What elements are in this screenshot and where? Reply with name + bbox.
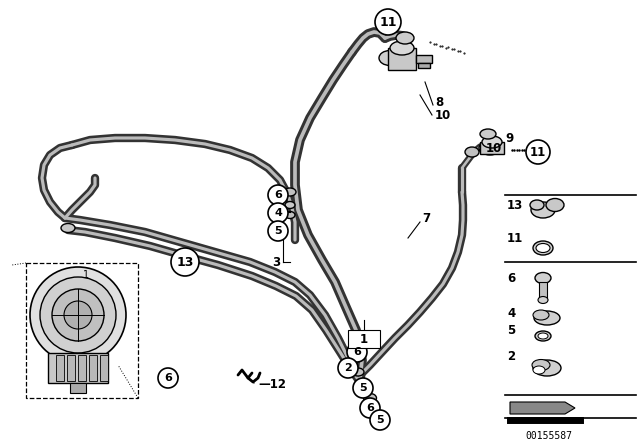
Text: 10: 10 bbox=[435, 108, 451, 121]
Text: 6: 6 bbox=[507, 271, 515, 284]
Circle shape bbox=[353, 378, 373, 398]
Ellipse shape bbox=[480, 129, 496, 139]
Text: 9: 9 bbox=[506, 132, 514, 145]
Ellipse shape bbox=[533, 241, 553, 255]
Text: —12: —12 bbox=[258, 378, 286, 391]
Bar bbox=[70, 383, 86, 393]
Bar bbox=[67, 355, 75, 381]
Ellipse shape bbox=[364, 393, 376, 402]
Text: 13: 13 bbox=[507, 198, 524, 211]
Bar bbox=[539, 282, 547, 300]
Text: 2: 2 bbox=[344, 363, 352, 373]
Ellipse shape bbox=[390, 41, 414, 55]
Ellipse shape bbox=[535, 272, 551, 284]
Circle shape bbox=[64, 301, 92, 329]
Text: 2: 2 bbox=[507, 349, 515, 362]
Circle shape bbox=[268, 221, 288, 241]
Bar bbox=[388, 48, 416, 70]
Text: 3: 3 bbox=[272, 255, 280, 268]
Ellipse shape bbox=[532, 359, 550, 370]
Ellipse shape bbox=[61, 224, 75, 233]
Polygon shape bbox=[510, 402, 575, 414]
Circle shape bbox=[158, 368, 178, 388]
Bar bbox=[348, 330, 380, 348]
Ellipse shape bbox=[396, 32, 414, 44]
Ellipse shape bbox=[284, 188, 296, 196]
Bar bbox=[89, 355, 97, 381]
Text: 7: 7 bbox=[422, 211, 430, 224]
Text: 00155587: 00155587 bbox=[525, 431, 572, 441]
Ellipse shape bbox=[533, 310, 549, 320]
Ellipse shape bbox=[482, 136, 502, 148]
Bar bbox=[418, 63, 430, 68]
Text: 6: 6 bbox=[274, 190, 282, 200]
Circle shape bbox=[370, 410, 390, 430]
Ellipse shape bbox=[533, 366, 545, 374]
Text: 10: 10 bbox=[486, 142, 502, 155]
Ellipse shape bbox=[530, 200, 544, 210]
Circle shape bbox=[30, 267, 126, 363]
Ellipse shape bbox=[534, 311, 560, 325]
Ellipse shape bbox=[538, 333, 548, 339]
Circle shape bbox=[360, 398, 380, 418]
Circle shape bbox=[268, 203, 288, 223]
Text: 5: 5 bbox=[274, 226, 282, 236]
Ellipse shape bbox=[352, 368, 364, 376]
Text: 5: 5 bbox=[507, 323, 515, 336]
Text: 5: 5 bbox=[359, 383, 367, 393]
Text: 11: 11 bbox=[530, 146, 546, 159]
Bar bbox=[48, 353, 108, 383]
Circle shape bbox=[268, 185, 288, 205]
Circle shape bbox=[338, 358, 358, 378]
Text: 6: 6 bbox=[366, 403, 374, 413]
Circle shape bbox=[526, 140, 550, 164]
Text: 1: 1 bbox=[360, 332, 368, 345]
Bar bbox=[416, 55, 432, 63]
Ellipse shape bbox=[533, 360, 561, 376]
Ellipse shape bbox=[285, 202, 295, 208]
Ellipse shape bbox=[166, 373, 178, 381]
Ellipse shape bbox=[536, 244, 550, 253]
Text: 6: 6 bbox=[353, 347, 361, 357]
Bar bbox=[56, 355, 64, 381]
Ellipse shape bbox=[479, 141, 501, 155]
Ellipse shape bbox=[379, 51, 401, 65]
Ellipse shape bbox=[465, 147, 479, 157]
Text: 6: 6 bbox=[164, 373, 172, 383]
Ellipse shape bbox=[531, 202, 555, 218]
Circle shape bbox=[375, 9, 401, 35]
Ellipse shape bbox=[546, 198, 564, 211]
Ellipse shape bbox=[359, 381, 371, 389]
Text: 1: 1 bbox=[83, 270, 89, 280]
Text: 4: 4 bbox=[274, 208, 282, 218]
Ellipse shape bbox=[535, 331, 551, 341]
Text: 13: 13 bbox=[176, 255, 194, 268]
Circle shape bbox=[40, 277, 116, 353]
Circle shape bbox=[347, 342, 367, 362]
Bar bbox=[480, 142, 504, 154]
Text: 8: 8 bbox=[435, 95, 444, 108]
Circle shape bbox=[52, 289, 104, 341]
Bar bbox=[78, 355, 86, 381]
Text: 4: 4 bbox=[507, 306, 515, 319]
Ellipse shape bbox=[538, 297, 548, 303]
Ellipse shape bbox=[285, 211, 295, 219]
Text: 5: 5 bbox=[376, 415, 384, 425]
Circle shape bbox=[171, 248, 199, 276]
Text: 11: 11 bbox=[380, 16, 397, 29]
Text: 11: 11 bbox=[507, 232, 524, 245]
Bar bbox=[100, 355, 108, 381]
